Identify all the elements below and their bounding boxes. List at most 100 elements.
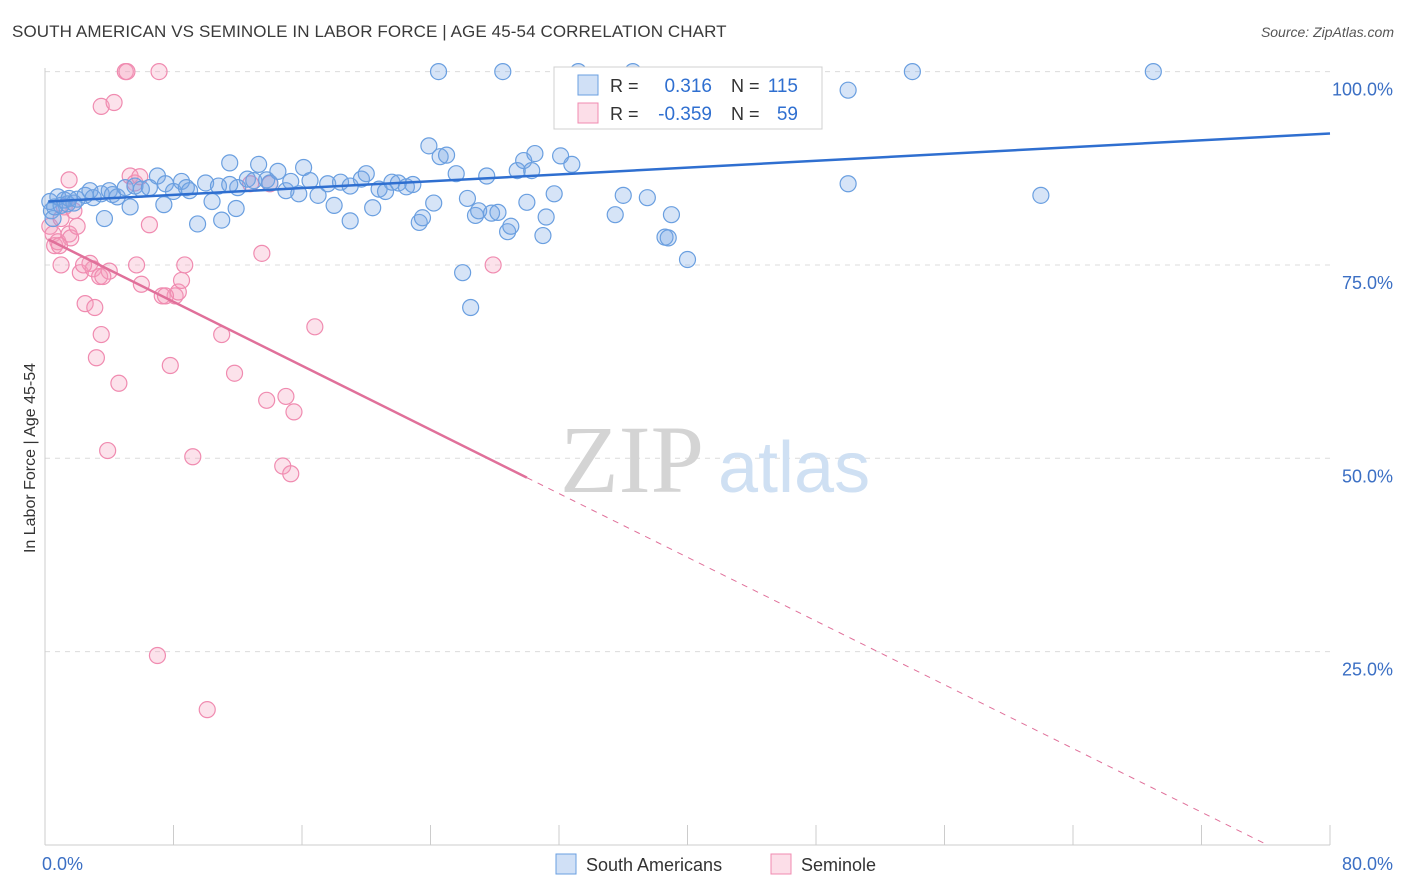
y-tick-label-3: 100.0% (1332, 80, 1393, 100)
seminole-point-23 (110, 374, 128, 392)
seminole-point-25 (118, 63, 136, 81)
seminole-point-39 (184, 448, 202, 466)
trend-lines (47, 132, 1331, 846)
bottom-legend-label-pink: Seminole (801, 855, 876, 875)
south-american-point-36 (221, 154, 239, 172)
seminole-point-20 (99, 441, 117, 460)
seminole-point-49 (285, 403, 303, 421)
seminole-point-47 (277, 387, 295, 406)
y-tick-label-0: 25.0% (1342, 660, 1393, 680)
bottom-legend-swatch-blue (555, 853, 577, 875)
south-american-point-69 (431, 148, 449, 166)
south-american-point-3 (46, 198, 64, 216)
south-american-point-41 (250, 155, 268, 174)
south-american-point-81 (502, 217, 520, 235)
south-american-point-55 (341, 212, 359, 230)
south-american-point-71 (447, 165, 465, 183)
south-american-point-101 (839, 81, 857, 99)
seminole-point-16 (87, 349, 106, 367)
seminole-point-51 (484, 256, 502, 274)
stats-legend: R = 0.316 N = 115 R = -0.359 N = 59 (553, 66, 823, 130)
bottom-legend-label-blue: South Americans (586, 855, 722, 875)
seminole-point-50 (306, 318, 324, 336)
south-american-point-80 (499, 223, 517, 241)
south-american-point-91 (563, 155, 581, 174)
south-american-point-45 (277, 182, 295, 200)
legend-n-value-pink: 59 (777, 104, 798, 125)
south-american-point-77 (478, 167, 496, 185)
south-american-point-89 (545, 185, 563, 203)
legend-r-label-blue: R = (610, 76, 639, 96)
south-american-point-67 (420, 137, 438, 155)
south-american-point-68 (425, 194, 443, 212)
south-american-point-94 (606, 206, 624, 224)
south-american-point-31 (188, 215, 207, 233)
south-american-point-99 (662, 206, 681, 224)
seminole-point-48 (282, 465, 300, 483)
x-tick-label-0: 0.0% (42, 854, 83, 874)
source-label: Source: ZipAtlas.com (1260, 24, 1394, 40)
legend-r-label-pink: R = (610, 104, 639, 124)
south-american-point-95 (614, 186, 632, 204)
south-american-point-35 (213, 211, 231, 229)
south-american-point-15 (95, 209, 114, 228)
seminole-point-28 (127, 256, 146, 274)
seminole-point-30 (140, 216, 159, 234)
seminole-point-32 (150, 63, 168, 81)
south-american-point-58 (364, 199, 382, 217)
seminole-points (41, 63, 502, 719)
x-tick-label-1: 80.0% (1342, 854, 1393, 874)
south-american-point-84 (518, 193, 536, 211)
watermark-atlas: atlas (718, 428, 870, 508)
south-american-point-103 (903, 63, 921, 81)
south-american-point-78 (482, 204, 501, 222)
seminole-point-55 (131, 168, 149, 186)
seminole-point-12 (76, 295, 94, 313)
south-american-point-96 (638, 189, 656, 207)
seminole-point-37 (172, 271, 191, 290)
south-american-point-100 (678, 250, 697, 269)
south-american-point-76 (470, 202, 488, 220)
seminole-point-44 (258, 391, 276, 409)
south-american-point-105 (1144, 63, 1162, 81)
y-tick-label-1: 50.0% (1342, 466, 1393, 486)
south-american-points (41, 63, 1162, 317)
south-american-point-109 (221, 175, 239, 194)
y-axis-label: In Labor Force | Age 45-54 (22, 363, 39, 553)
seminole-point-31 (148, 646, 167, 665)
south-american-point-57 (357, 165, 375, 183)
south-american-point-74 (462, 298, 480, 317)
south-american-trend-line (48, 132, 1331, 203)
seminole-point-10 (68, 217, 86, 235)
seminole-point-58 (94, 267, 112, 286)
south-american-point-20 (121, 198, 139, 216)
south-american-point-52 (325, 196, 343, 214)
south-american-point-56 (352, 170, 371, 188)
south-american-point-104 (1032, 186, 1050, 204)
legend-r-value-pink: -0.359 (658, 104, 712, 125)
south-american-point-72 (454, 264, 472, 282)
south-american-point-107 (494, 63, 512, 81)
south-american-point-37 (227, 199, 245, 218)
south-american-point-88 (537, 208, 555, 226)
tick-labels: 25.0% 50.0% 75.0% 100.0% 0.0% 80.0% (42, 80, 1393, 874)
south-american-point-98 (659, 229, 677, 247)
south-american-point-86 (526, 144, 544, 163)
south-american-point-29 (177, 179, 195, 197)
legend-r-value-blue: 0.316 (664, 76, 712, 97)
south-american-point-30 (180, 182, 199, 200)
south-american-point-73 (458, 189, 477, 208)
seminole-point-15 (86, 298, 104, 317)
south-american-point-87 (534, 226, 552, 245)
seminole-point-22 (105, 93, 123, 112)
legend-swatch-pink (577, 102, 599, 124)
bottom-legend-swatch-pink (770, 853, 792, 875)
south-american-point-66 (413, 209, 432, 227)
grid-lines (45, 71, 1330, 653)
legend-n-label-blue: N = (731, 76, 760, 96)
south-american-point-79 (489, 203, 507, 221)
south-american-point-102 (839, 175, 857, 193)
seminole-point-34 (161, 356, 179, 375)
bottom-legend: South Americans Seminole (555, 853, 876, 875)
